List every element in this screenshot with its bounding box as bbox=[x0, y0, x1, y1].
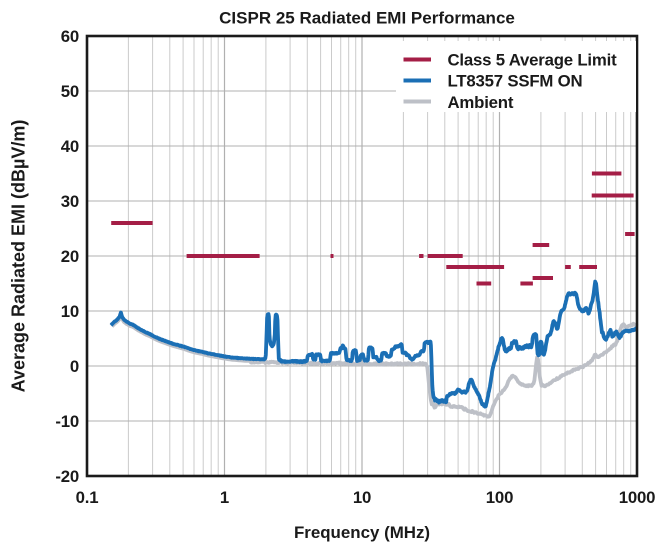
svg-text:30: 30 bbox=[61, 192, 79, 211]
svg-text:10: 10 bbox=[61, 302, 79, 321]
svg-text:100: 100 bbox=[486, 488, 513, 507]
svg-text:1000: 1000 bbox=[619, 488, 656, 507]
svg-text:0.1: 0.1 bbox=[76, 488, 99, 507]
svg-text:Average Radiated EMI (dBµV/m): Average Radiated EMI (dBµV/m) bbox=[9, 120, 29, 393]
svg-text:20: 20 bbox=[61, 247, 79, 266]
svg-text:1: 1 bbox=[220, 488, 229, 507]
svg-text:LT8357 SSFM ON: LT8357 SSFM ON bbox=[448, 72, 583, 91]
svg-text:Frequency (MHz): Frequency (MHz) bbox=[294, 523, 430, 542]
svg-text:10: 10 bbox=[353, 488, 371, 507]
svg-text:Class 5 Average Limit: Class 5 Average Limit bbox=[448, 50, 618, 69]
svg-text:CISPR 25 Radiated EMI Performa: CISPR 25 Radiated EMI Performance bbox=[219, 9, 515, 28]
svg-text:Ambient: Ambient bbox=[448, 93, 514, 112]
svg-text:40: 40 bbox=[61, 137, 79, 156]
svg-text:50: 50 bbox=[61, 82, 79, 101]
svg-text:-20: -20 bbox=[55, 467, 79, 486]
svg-text:-10: -10 bbox=[55, 412, 79, 431]
svg-text:60: 60 bbox=[61, 27, 79, 46]
svg-text:0: 0 bbox=[70, 357, 79, 376]
